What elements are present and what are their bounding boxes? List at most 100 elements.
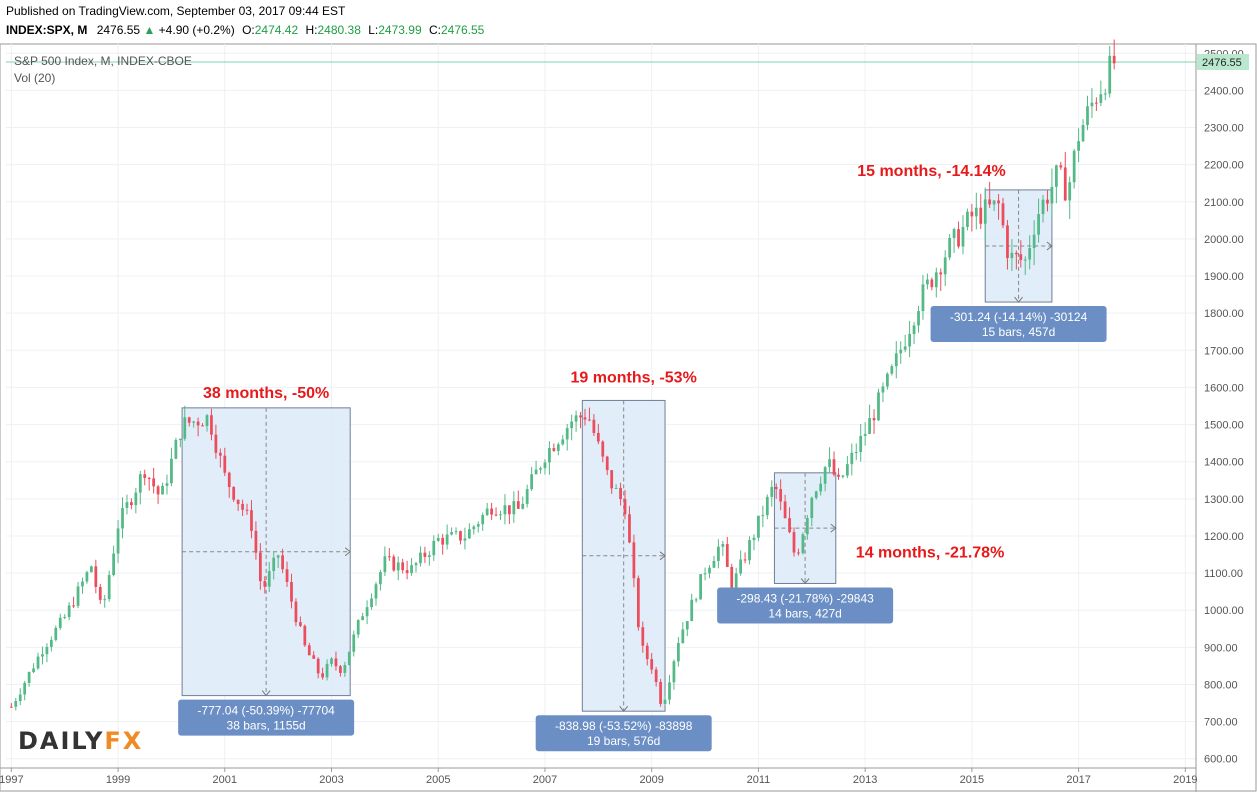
candle-body — [196, 421, 200, 426]
last-price-tag — [1197, 53, 1249, 70]
candle-body — [472, 526, 476, 530]
candle-body — [961, 226, 965, 247]
candle-body — [717, 546, 720, 562]
candle-body — [739, 559, 743, 574]
candle-body — [187, 417, 191, 423]
candle-body — [988, 199, 992, 205]
candle-body — [76, 586, 80, 606]
candle-body — [294, 601, 298, 623]
candle-body — [966, 211, 969, 227]
candle-body — [23, 682, 27, 695]
candle-body — [90, 566, 93, 573]
candle-body — [636, 578, 640, 628]
high-label: H: — [305, 23, 318, 37]
y-tick-label: 1700.00 — [1204, 345, 1244, 357]
candle-body — [316, 658, 320, 674]
candle-body — [325, 663, 329, 678]
candle-body — [752, 537, 756, 541]
candle-body — [521, 503, 525, 509]
y-tick-label: 600.00 — [1204, 754, 1238, 766]
candle-body — [721, 544, 725, 547]
candle-body — [743, 559, 747, 561]
candle-body — [276, 555, 280, 558]
candle-body — [236, 499, 240, 504]
candle-body — [410, 565, 413, 574]
measurement-arrow-down — [800, 578, 810, 585]
candle-body — [165, 483, 169, 486]
candle-body — [201, 425, 204, 427]
candle-body — [258, 552, 262, 582]
candle-body — [121, 507, 124, 529]
candle-body — [414, 563, 418, 566]
x-tick-label: 2005 — [426, 774, 450, 786]
candle-body — [81, 581, 84, 587]
logo-daily: DAILY — [18, 727, 105, 755]
candle-body — [1032, 234, 1036, 249]
candle-body — [432, 540, 436, 556]
candle-body — [401, 562, 405, 571]
candle-body — [383, 556, 387, 573]
candle-body — [18, 694, 22, 702]
candle-body — [1001, 203, 1005, 226]
candle-body — [583, 417, 587, 420]
candle-body — [156, 486, 160, 495]
candle-body — [632, 542, 636, 579]
candle-body — [98, 586, 102, 600]
candle-body — [792, 532, 796, 553]
candle-body — [427, 555, 431, 557]
candle-body — [672, 661, 676, 683]
candle-body — [837, 474, 840, 477]
candle-body — [703, 573, 707, 575]
open-label: O: — [242, 23, 255, 37]
candle-body — [694, 599, 698, 601]
candle-body — [152, 478, 156, 487]
candle-body — [1019, 254, 1023, 261]
candle-body — [863, 433, 867, 436]
candle-body — [748, 540, 751, 561]
candle-body — [556, 444, 560, 451]
candle-body — [1095, 102, 1098, 104]
measurement-boxes — [181, 189, 1053, 712]
candle-body — [1077, 141, 1080, 151]
candle-body — [828, 459, 831, 468]
candle-body — [845, 464, 849, 476]
candle-body — [267, 571, 271, 587]
candle-body — [823, 467, 827, 484]
candle-body — [392, 556, 396, 571]
candle-body — [783, 501, 787, 519]
candle-body — [494, 514, 498, 516]
candle-body — [481, 515, 485, 525]
candle-body — [596, 432, 600, 442]
candle-body — [103, 599, 107, 601]
measurement-arrow-right — [1046, 241, 1053, 251]
candle-body — [9, 706, 13, 708]
candle-body — [970, 211, 974, 217]
candle-body — [628, 514, 631, 543]
measurement-info-line1: -298.43 (-21.78%) -29843 — [736, 591, 874, 605]
measurement-arrow-down — [619, 705, 629, 712]
candle-body — [450, 532, 453, 535]
candle-body — [601, 441, 605, 457]
candle-body — [183, 417, 187, 439]
candle-body — [725, 544, 729, 567]
open-value: 2474.42 — [254, 23, 299, 37]
candle-body — [1099, 94, 1103, 103]
candle-body — [921, 284, 925, 312]
candle-body — [476, 524, 480, 527]
candle-body — [917, 311, 920, 326]
candle-body — [27, 672, 31, 683]
measurement-caption: 38 months, -50% — [203, 385, 329, 402]
candle-body — [374, 584, 378, 599]
measurement-info-line2: 19 bars, 576d — [587, 734, 660, 748]
measurement-caption: 15 months, -14.14% — [857, 163, 1006, 180]
y-tick-label: 2400.00 — [1204, 85, 1244, 97]
candle-body — [387, 556, 391, 558]
measurement-caption: 14 months, -21.78% — [856, 544, 1005, 561]
chart-frame — [0, 43, 1257, 792]
candle-body — [347, 651, 351, 665]
low-value: 2473.99 — [378, 23, 422, 37]
candle-body — [272, 557, 276, 572]
candle-body — [757, 515, 760, 538]
candle-body — [339, 666, 342, 673]
